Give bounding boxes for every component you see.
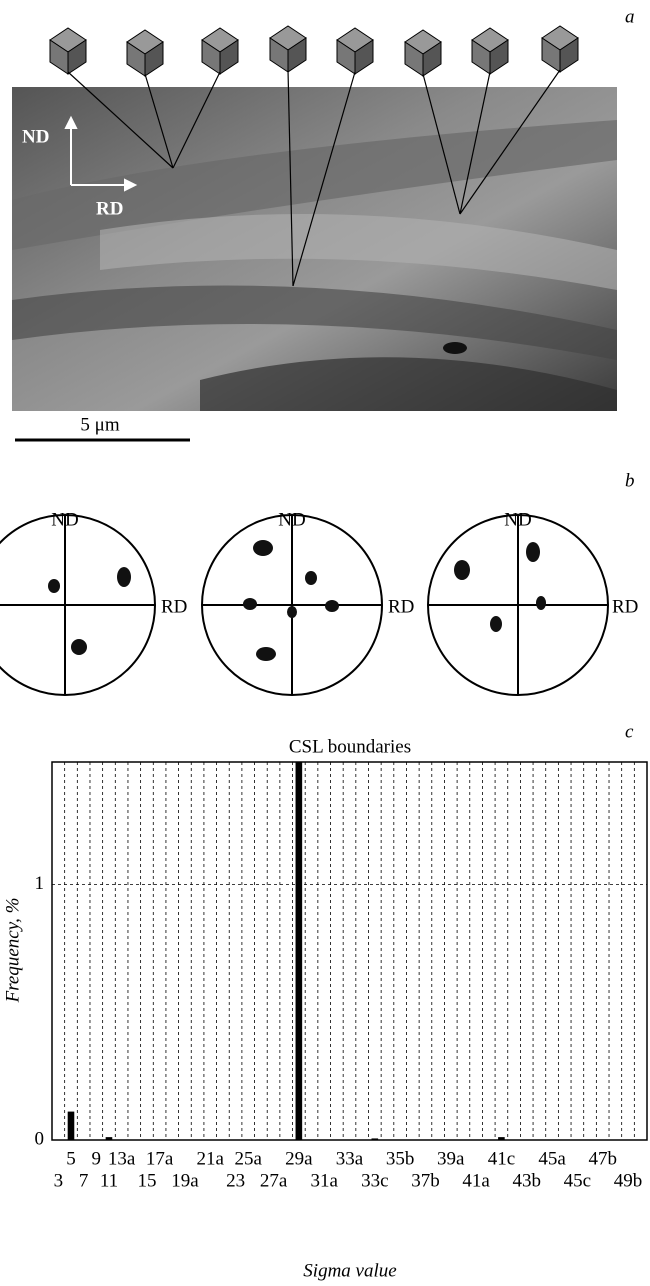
rd-label: RD [612, 596, 638, 617]
pole-figures [0, 514, 609, 696]
x-tick-label: 35b [386, 1148, 415, 1169]
x-tick-label: 45c [564, 1170, 591, 1191]
x-tick-label: 45a [538, 1148, 566, 1169]
x-axis-label: Sigma value [303, 1260, 396, 1281]
x-tick-label: 33c [361, 1170, 388, 1191]
panel-label: c [625, 721, 634, 742]
x-tick-label: 13a [108, 1148, 136, 1169]
x-tick-label: 37b [411, 1170, 440, 1191]
y-tick-label: 0 [35, 1128, 45, 1149]
y-tick-label: 1 [35, 873, 45, 894]
x-tick-label: 21a [197, 1148, 225, 1169]
bar [67, 1111, 75, 1141]
x-tick-label: 3 [54, 1170, 64, 1191]
micrograph [12, 87, 617, 411]
pole-spots [48, 540, 546, 661]
rd-label: RD [96, 198, 123, 219]
x-tick-label: 31a [310, 1170, 338, 1191]
axes-arrows [64, 115, 138, 192]
chart-title: CSL boundaries [289, 736, 411, 757]
x-tick-label: 23 [226, 1170, 245, 1191]
plot-frame [51, 761, 648, 1141]
rd-label: RD [388, 596, 414, 617]
x-tick-label: 49b [614, 1170, 643, 1191]
bar [105, 1137, 113, 1141]
bar [295, 761, 303, 1141]
nd-label: ND [51, 509, 78, 530]
scale-bar-label: 5 μm [80, 414, 119, 435]
orientation-lines [67, 69, 561, 287]
nd-label: ND [504, 509, 531, 530]
x-tick-label: 11 [100, 1170, 118, 1191]
orientation-cubes [49, 25, 579, 77]
bar [498, 1137, 505, 1141]
x-tick-label: 17a [146, 1148, 174, 1169]
panel-label: b [625, 470, 635, 491]
nd-label: ND [22, 126, 49, 147]
x-tick-label: 9 [92, 1148, 102, 1169]
panel-label: a [625, 6, 635, 27]
x-tick-label: 29a [285, 1148, 313, 1169]
x-tick-label: 7 [79, 1170, 89, 1191]
nd-label: ND [278, 509, 305, 530]
bar [371, 1138, 379, 1141]
x-tick-label: 39a [437, 1148, 465, 1169]
x-tick-label: 47b [588, 1148, 617, 1169]
x-tick-label: 5 [66, 1148, 76, 1169]
x-tick-label: 19a [171, 1170, 199, 1191]
x-tick-label: 43b [512, 1170, 541, 1191]
x-tick-label: 41c [488, 1148, 515, 1169]
x-tick-label: 27a [260, 1170, 288, 1191]
x-tick-label: 15 [137, 1170, 156, 1191]
rd-label: RD [161, 596, 187, 617]
x-tick-label: 41a [462, 1170, 490, 1191]
y-axis-label: Frequency, % [2, 898, 23, 1004]
x-tick-label: 33a [336, 1148, 364, 1169]
x-tick-label: 25a [235, 1148, 263, 1169]
